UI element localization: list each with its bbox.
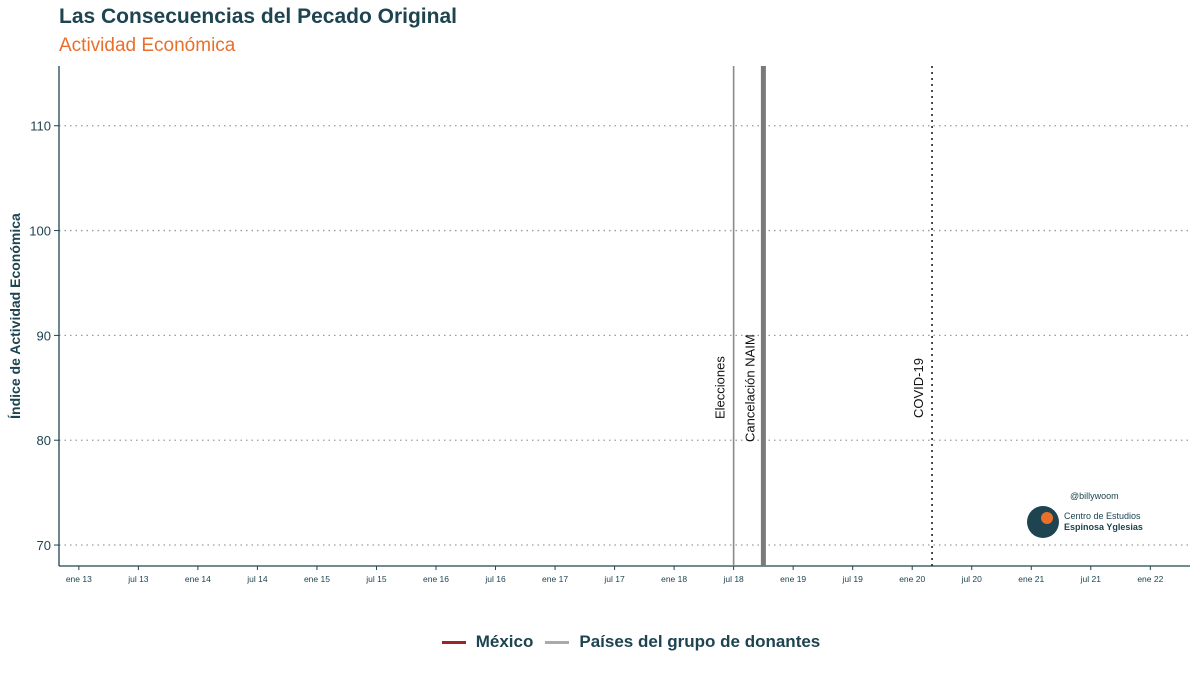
x-tick-label: jul 19 bbox=[842, 574, 864, 584]
x-tick-label: ene 15 bbox=[304, 574, 330, 584]
y-tick-label: 90 bbox=[37, 328, 51, 343]
chart-title: Las Consecuencias del Pecado Original bbox=[59, 5, 457, 28]
y-axis-title: Índice de Actividad Económica bbox=[7, 213, 23, 419]
x-tick-label: ene 20 bbox=[899, 574, 925, 584]
x-tick-label: jul 15 bbox=[365, 574, 387, 584]
x-tick-label: ene 17 bbox=[542, 574, 568, 584]
x-tick-label: ene 19 bbox=[780, 574, 806, 584]
x-tick-label: jul 14 bbox=[246, 574, 268, 584]
legend-item-donantes: Países del grupo de donantes bbox=[545, 632, 820, 652]
x-tick-label: ene 21 bbox=[1018, 574, 1044, 584]
event-label: COVID-19 bbox=[911, 358, 926, 418]
ceey-logo: Centro de Estudios Espinosa Yglesias bbox=[1024, 488, 1164, 548]
x-tick-label: ene 13 bbox=[66, 574, 92, 584]
x-tick-label: jul 17 bbox=[603, 574, 625, 584]
y-tick-label: 100 bbox=[29, 224, 51, 239]
chart-subtitle: Actividad Económica bbox=[59, 35, 236, 56]
y-tick-label: 70 bbox=[37, 538, 51, 553]
x-tick-label: jul 13 bbox=[127, 574, 149, 584]
legend: México Países del grupo de donantes bbox=[0, 632, 1200, 652]
x-tick-label: ene 22 bbox=[1137, 574, 1163, 584]
x-tick-label: jul 16 bbox=[484, 574, 506, 584]
x-tick-label: ene 16 bbox=[423, 574, 449, 584]
logo-line-1: Centro de Estudios bbox=[1064, 511, 1141, 521]
legend-label-donantes: Países del grupo de donantes bbox=[579, 632, 821, 651]
credit-handle: @billywoom bbox=[1070, 491, 1119, 501]
ceey-logo-icon bbox=[1027, 506, 1059, 538]
legend-swatch-donantes bbox=[545, 640, 570, 644]
x-tick-label: ene 14 bbox=[185, 574, 211, 584]
y-tick-label: 80 bbox=[37, 433, 51, 448]
legend-item-mexico: México bbox=[441, 632, 534, 652]
event-label: Elecciones bbox=[713, 356, 728, 419]
logo-line-2: Espinosa Yglesias bbox=[1064, 522, 1143, 532]
x-tick-label: ene 18 bbox=[661, 574, 687, 584]
x-tick-label: jul 18 bbox=[722, 574, 744, 584]
legend-swatch-mexico bbox=[441, 640, 466, 644]
event-label: Cancelación NAIM bbox=[742, 334, 757, 442]
x-tick-label: jul 21 bbox=[1080, 574, 1102, 584]
x-tick-label: jul 20 bbox=[961, 574, 983, 584]
y-tick-label: 110 bbox=[30, 119, 51, 134]
legend-label-mexico: México bbox=[475, 632, 534, 651]
